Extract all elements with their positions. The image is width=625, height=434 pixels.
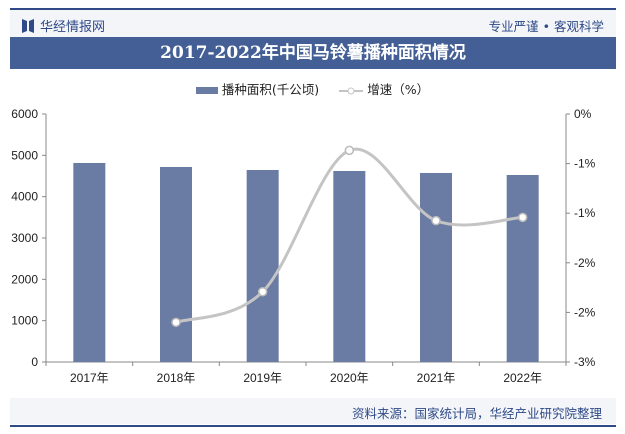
legend-bar: 播种面积(千公顷) (195, 79, 320, 98)
growth-point (431, 215, 441, 226)
right-tick-label: -2% (574, 256, 596, 270)
right-tick-label: 0% (574, 107, 592, 121)
legend-line-label: 增速（%） (367, 82, 430, 97)
x-tick-label: 2017年 (70, 371, 109, 385)
x-tick-label: 2021年 (417, 371, 456, 385)
bar-2022年 (506, 175, 539, 362)
legend-bar-label: 播种面积(千公顷) (221, 82, 320, 97)
left-tick-label: 5000 (11, 148, 38, 162)
logo: 华经情报网 (22, 16, 105, 35)
logo-icon (22, 18, 34, 33)
growth-point (517, 212, 528, 223)
right-tick-label: -3% (574, 355, 596, 369)
left-tick-label: 6000 (11, 107, 38, 121)
x-tick-label: 2022年 (503, 371, 542, 385)
bar-2021年 (420, 172, 452, 362)
bar-2017年 (73, 162, 106, 362)
right-tick-label: -1% (574, 206, 596, 220)
left-tick-label: 2000 (11, 272, 38, 286)
left-tick-label: 0 (31, 355, 38, 369)
left-tick-label: 4000 (11, 190, 38, 204)
legend-line: 增速（%） (339, 79, 429, 98)
left-tick-label: 1000 (11, 314, 38, 328)
legend: 播种面积(千公顷) 增速（%） (0, 79, 625, 98)
footer: 资料来源：国家统计局，华经产业研究院整理 (10, 398, 616, 424)
bar-2020年 (333, 170, 366, 362)
top-border (10, 8, 616, 10)
bar-2019年 (246, 170, 279, 362)
legend-line-swatch (339, 87, 364, 94)
x-tick-label: 2020年 (330, 371, 369, 385)
bar-2018年 (160, 166, 192, 362)
source-note: 资料来源：国家统计局，华经产业研究院整理 (351, 406, 602, 421)
growth-point (171, 317, 181, 328)
x-tick-label: 2018年 (157, 371, 196, 385)
chart-title: 2017-2022年中国马铃薯播种面积情况 (10, 37, 616, 69)
right-tick-label: -2% (574, 305, 596, 319)
slogan: 专业严谨 • 客观科学 (488, 19, 604, 34)
bottom-border (10, 425, 616, 427)
header: 华经情报网 专业严谨 • 客观科学 (10, 10, 616, 37)
legend-bar-swatch (195, 87, 218, 94)
growth-point (344, 145, 355, 156)
x-tick-label: 2019年 (243, 371, 282, 385)
left-tick-label: 3000 (11, 231, 38, 245)
logo-text: 华经情报网 (40, 20, 106, 35)
right-tick-label: -1% (574, 157, 596, 171)
growth-point (257, 286, 268, 297)
